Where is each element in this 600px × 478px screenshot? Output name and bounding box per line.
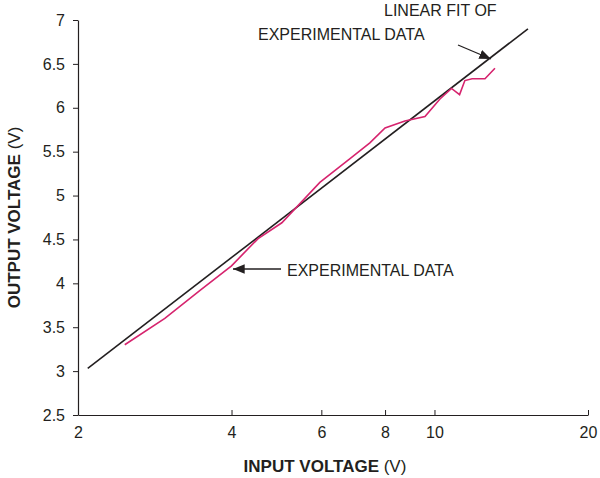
tick-mark: [588, 410, 589, 415]
annotations: LINEAR FIT OF EXPERIMENTAL DATA EXPERIMENT…: [233, 2, 497, 279]
tick: 4: [228, 410, 237, 441]
plot: 2 4 6 8 10 20 2.5 3 3.5 4 4.5 5 5.5 6 6.5 7: [43, 12, 598, 442]
tick-label: 4.5: [43, 231, 65, 248]
axis-line: [78, 21, 79, 416]
tick-label: 2.5: [43, 407, 65, 424]
tick: 8: [381, 410, 390, 441]
annotation-text: LINEAR FIT OF: [384, 2, 497, 19]
tick-mark: [434, 410, 435, 415]
tick-mark: [73, 239, 78, 240]
tick: 3: [56, 363, 78, 380]
tick-mark: [73, 64, 78, 65]
tick-label: 5.5: [43, 143, 65, 160]
tick-label: 4: [56, 275, 65, 292]
annotation-arrow: [458, 45, 491, 59]
tick: 5: [56, 187, 78, 204]
tick: 6.5: [43, 56, 78, 73]
marks: [88, 29, 528, 369]
tick-mark: [232, 410, 233, 415]
tick-label: 3.5: [43, 319, 65, 336]
chart: 2 4 6 8 10 20 2.5 3 3.5 4 4.5 5 5.5 6 6.5 7 INPUT VOLTAG…: [0, 0, 600, 478]
tick-mark: [321, 410, 322, 415]
tick: 3.5: [43, 319, 78, 336]
series-line: [88, 29, 528, 369]
tick: 4.5: [43, 231, 78, 248]
tick: 20: [580, 410, 598, 441]
tick-mark: [73, 327, 78, 328]
tick-label: 8: [381, 424, 390, 441]
tick-label: 5: [56, 187, 65, 204]
tick-mark: [73, 415, 78, 416]
tick-mark: [73, 283, 78, 284]
tick-mark: [73, 20, 78, 21]
tick-mark: [73, 108, 78, 109]
tick-label: 6: [317, 424, 326, 441]
tick-label: 2: [74, 424, 83, 441]
tick-label: 10: [426, 424, 444, 441]
tick-label: 20: [580, 424, 598, 441]
tick-label: 7: [56, 12, 65, 29]
tick: 6: [56, 99, 78, 116]
x-axis-title: INPUT VOLTAGE (V): [244, 457, 407, 476]
x-axis: 2 4 6 8 10 20: [74, 410, 597, 441]
tick-mark: [73, 152, 78, 153]
series-line: [125, 68, 495, 345]
tick-mark: [73, 196, 78, 197]
tick-label: 3: [56, 363, 65, 380]
tick-mark: [73, 371, 78, 372]
y-axis-title: OUTPUT VOLTAGE (V): [5, 127, 24, 309]
tick-mark: [385, 410, 386, 415]
tick-label: 6: [56, 99, 65, 116]
annotation-text: EXPERIMENTAL DATA: [258, 26, 425, 43]
tick-label: 4: [228, 424, 237, 441]
tick: 2.5: [43, 407, 78, 424]
tick: 10: [426, 410, 444, 441]
annotation-text: EXPERIMENTAL DATA: [287, 262, 454, 279]
tick: 7: [56, 12, 78, 29]
annotation-arrow: [233, 268, 281, 269]
tick-label: 6.5: [43, 56, 65, 73]
tick: 6: [317, 410, 326, 441]
tick: 4: [56, 275, 78, 292]
y-axis: 2.5 3 3.5 4 4.5 5 5.5 6 6.5 7: [43, 12, 79, 424]
tick: 5.5: [43, 143, 78, 160]
axis-line: [79, 415, 589, 416]
